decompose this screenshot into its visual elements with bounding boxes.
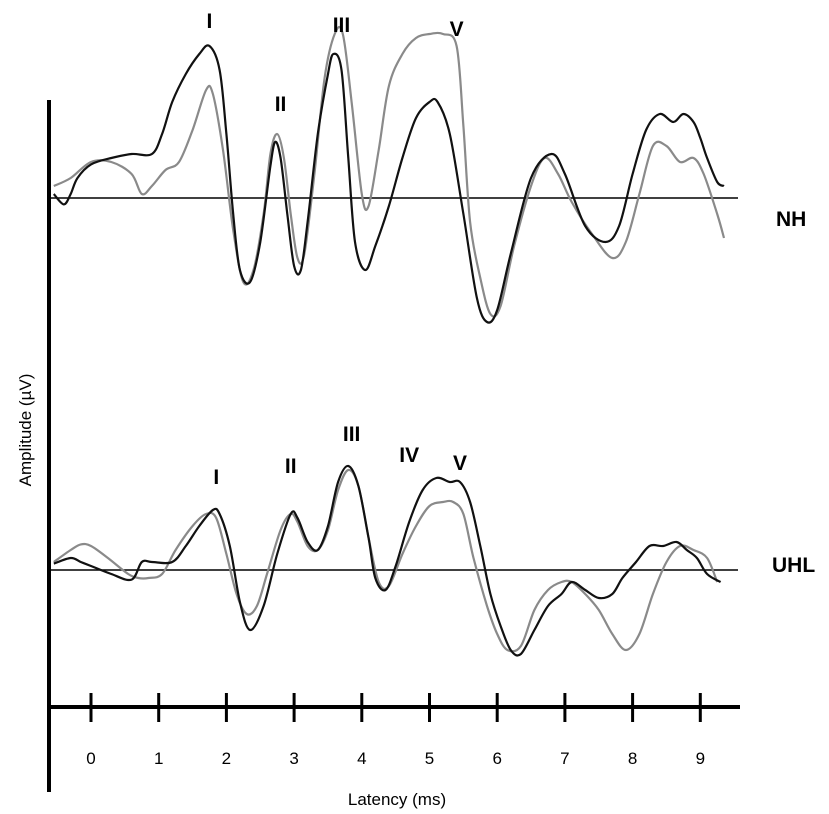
condition-label-uhl: UHL xyxy=(772,554,815,577)
axes xyxy=(47,100,740,792)
x-tick-label: 7 xyxy=(560,749,569,768)
x-tick-label: 1 xyxy=(154,749,163,768)
peak-label-nh: V xyxy=(450,18,464,41)
peak-label-uhl: II xyxy=(285,455,297,478)
x-tick-label: 4 xyxy=(357,749,366,768)
x-axis-label: Latency (ms) xyxy=(348,790,446,809)
x-tick-label: 5 xyxy=(425,749,434,768)
traces xyxy=(52,25,726,657)
peak-label-nh: II xyxy=(275,93,287,116)
condition-label-nh: NH xyxy=(776,208,806,231)
trace-nh-gray xyxy=(53,25,726,318)
peak-label-uhl: I xyxy=(213,466,219,489)
x-tick-label: 2 xyxy=(222,749,231,768)
trace-uhl-black xyxy=(53,464,722,657)
x-tick-label: 0 xyxy=(86,749,95,768)
trace-uhl-gray xyxy=(53,468,719,653)
x-tick-label: 3 xyxy=(289,749,298,768)
x-tick-label: 8 xyxy=(628,749,637,768)
peak-label-uhl: III xyxy=(343,423,361,446)
baselines: NH UHL xyxy=(49,197,815,577)
peak-label-nh: I xyxy=(207,10,213,33)
y-axis-label: Amplitude (µV) xyxy=(16,374,35,487)
x-tick-label: 9 xyxy=(696,749,705,768)
peak-label-nh: III xyxy=(333,14,351,37)
peak-label-uhl: V xyxy=(453,452,467,475)
peak-label-uhl: IV xyxy=(399,444,419,467)
x-tick-label: 6 xyxy=(492,749,501,768)
trace-nh-black xyxy=(52,44,725,324)
tick-labels: 0 1 2 3 4 5 6 7 8 9 xyxy=(86,749,705,768)
